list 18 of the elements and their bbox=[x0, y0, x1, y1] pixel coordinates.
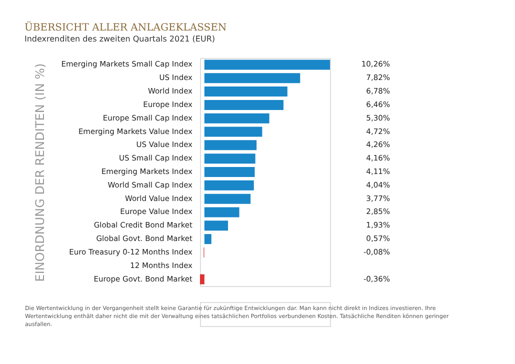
bar bbox=[204, 167, 255, 177]
bar bbox=[204, 126, 262, 137]
bar bbox=[204, 234, 212, 244]
bar bbox=[204, 180, 254, 190]
bar bbox=[204, 207, 240, 218]
bar bbox=[204, 100, 284, 110]
bar bbox=[204, 154, 256, 164]
bar bbox=[204, 73, 300, 84]
bar bbox=[204, 60, 330, 70]
bar bbox=[204, 113, 270, 124]
text: Indexrenditen des zweiten Quartals 2021 (EUR) bbox=[24, 34, 216, 44]
bar bbox=[204, 140, 257, 150]
bar bbox=[204, 194, 251, 204]
bar bbox=[200, 274, 204, 284]
bar bbox=[204, 220, 228, 231]
chart-title: ÜBERSICHT ALLER ANLAGEKLASSEN bbox=[24, 20, 227, 34]
y-axis-title: EINORDNUNG DER RENDITEN (IN %) bbox=[33, 63, 48, 282]
bar bbox=[204, 86, 288, 97]
